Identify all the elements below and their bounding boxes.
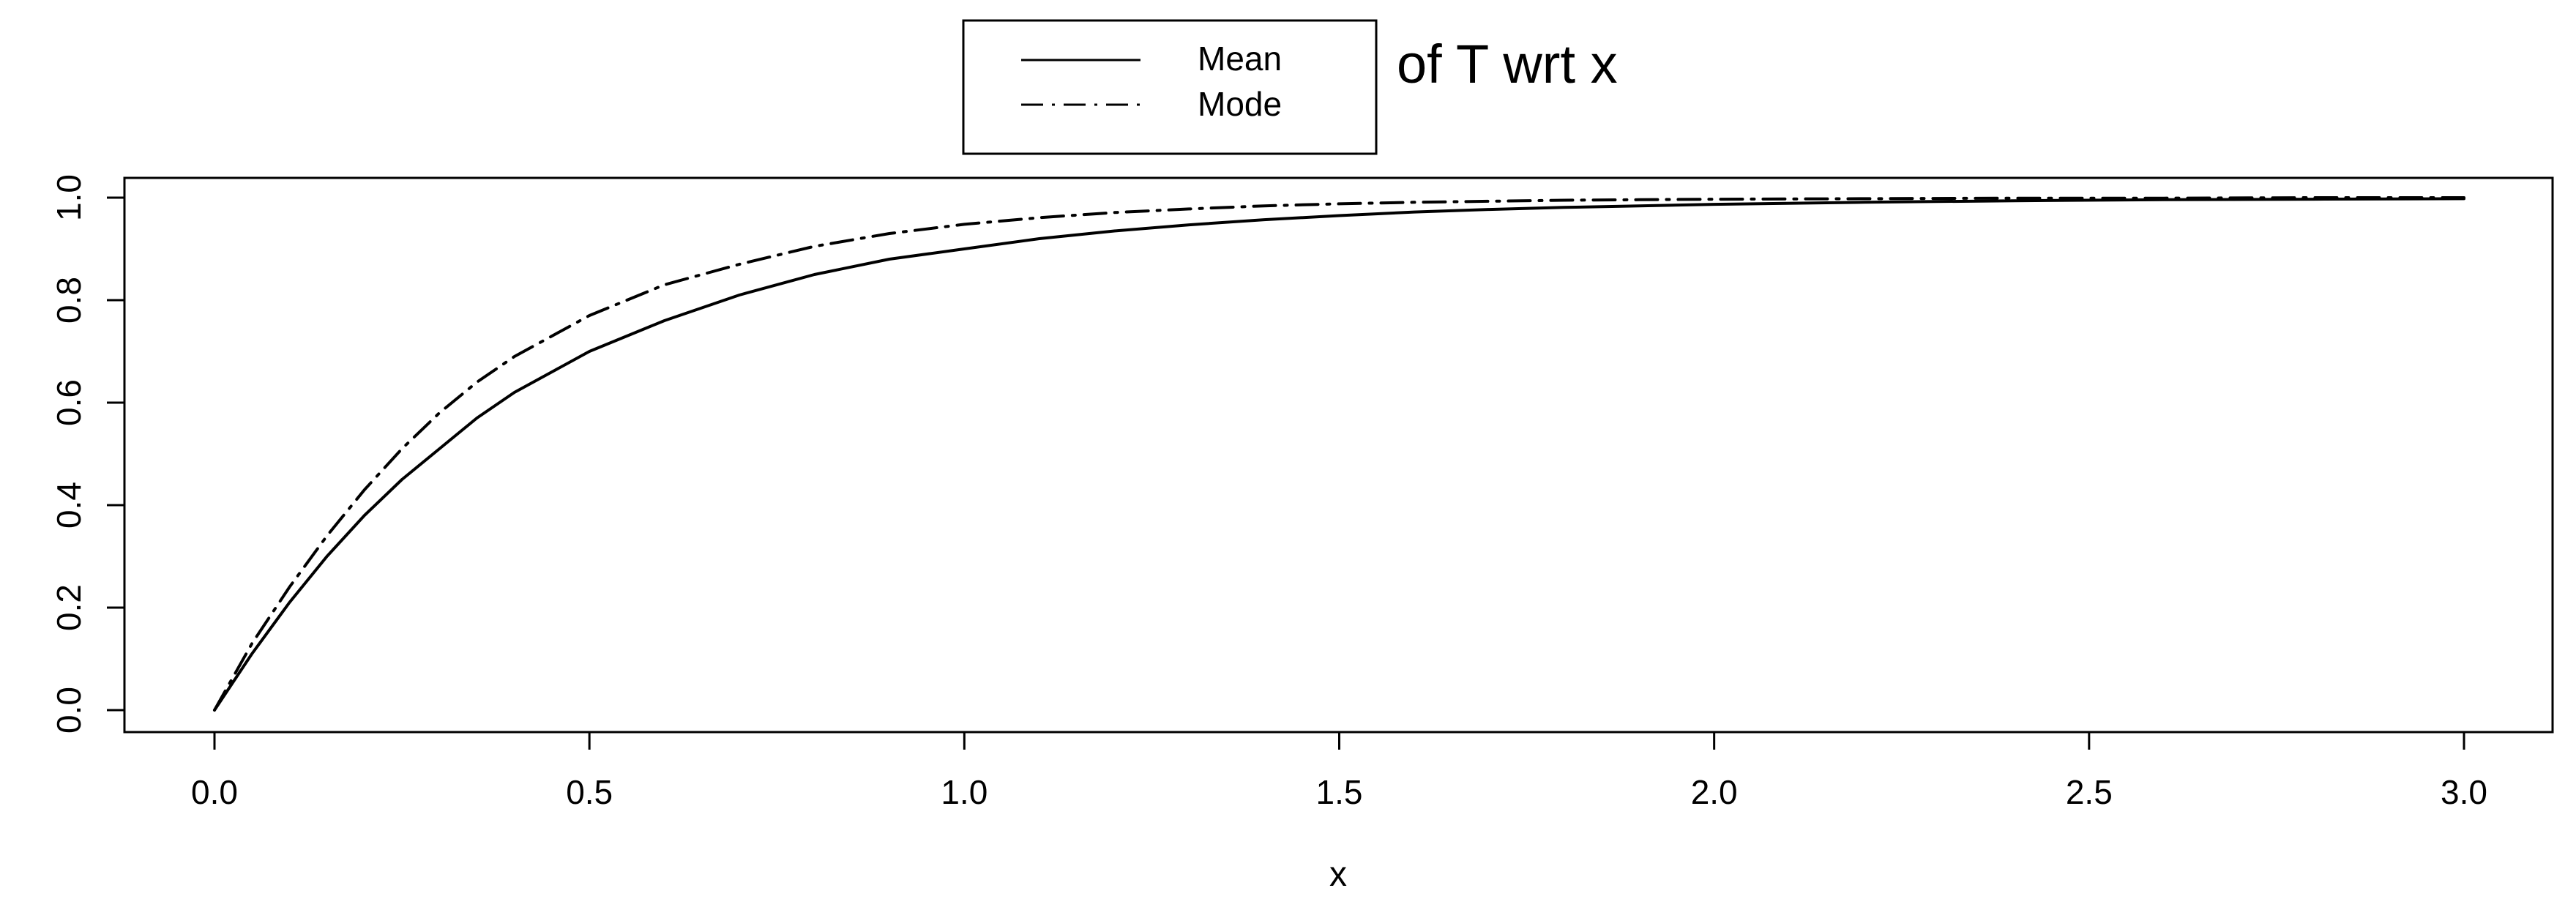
series-line-mode <box>213 196 2465 712</box>
y-axis: 0.0 0.2 0.4 0.6 0.8 1.0 <box>50 174 126 734</box>
legend: Mean Mode <box>962 19 1378 155</box>
y-tick-label: 0.0 <box>50 687 88 734</box>
x-axis: 0.0 0.5 1.0 1.5 2.0 2.5 3.0 <box>191 731 2487 811</box>
legend-label-mean: Mean <box>1198 40 1282 78</box>
y-tick-label: 1.0 <box>50 174 88 221</box>
x-tick-label: 2.0 <box>1691 773 1738 811</box>
x-tick-label: 2.5 <box>2066 773 2113 811</box>
y-tick-label: 0.8 <box>50 277 88 324</box>
y-tick-label: 0.4 <box>50 482 88 529</box>
x-axis-label: x <box>1329 855 1347 894</box>
legend-frame <box>962 19 1378 155</box>
y-tick-label: 0.6 <box>50 379 88 426</box>
series-line-mean <box>213 197 2465 712</box>
x-tick-label: 0.5 <box>566 773 613 811</box>
series-layer <box>213 196 2465 712</box>
legend-label-mode: Mode <box>1198 85 1282 123</box>
chart-title: of T wrt x <box>1397 34 1618 94</box>
plot-frame <box>123 176 2554 734</box>
x-tick-label: 1.5 <box>1316 773 1363 811</box>
x-tick-label: 1.0 <box>941 773 988 811</box>
x-tick-label: 0.0 <box>191 773 238 811</box>
y-tick-label: 0.2 <box>50 584 88 631</box>
x-tick-label: 3.0 <box>2441 773 2487 811</box>
